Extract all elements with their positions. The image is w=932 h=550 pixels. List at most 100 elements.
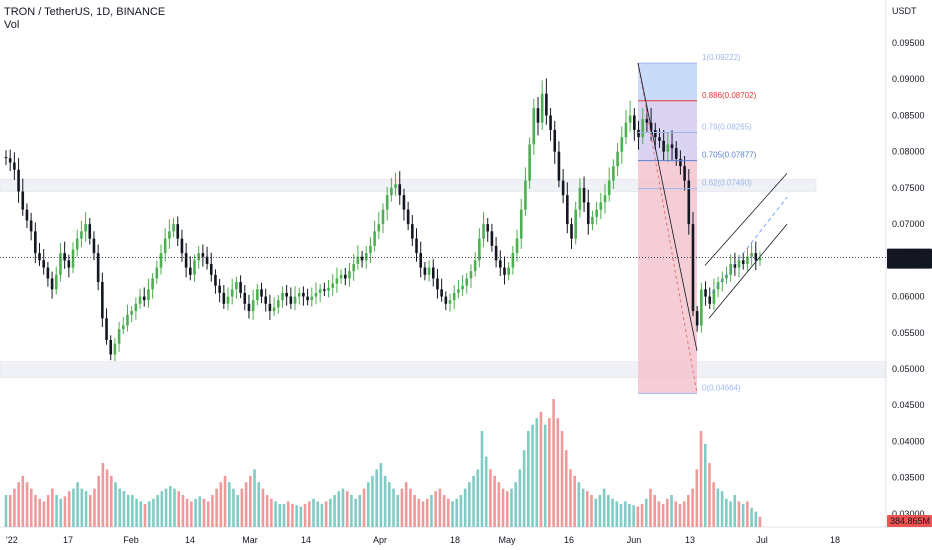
time-tick-label: Mar (242, 535, 258, 545)
volume-bar (518, 469, 522, 527)
volume-bar (46, 495, 50, 527)
volume-label[interactable]: Vol (4, 19, 20, 31)
volume-bar (76, 482, 79, 527)
candle-body (436, 278, 439, 290)
candle-body (712, 289, 716, 304)
volume-bar (733, 495, 737, 527)
candle-body (276, 300, 280, 308)
candle-body (34, 231, 37, 254)
volume-bar (682, 501, 686, 527)
candle-body (222, 292, 226, 304)
candle-body (59, 253, 62, 275)
price-tick-label: 0.09000 (892, 74, 925, 84)
volume-bar (590, 495, 593, 527)
volume-bar (236, 495, 239, 527)
volume-bar (25, 482, 29, 527)
volume-bar (409, 488, 412, 527)
drawn-trend-line (637, 63, 698, 351)
candle-body (758, 257, 762, 261)
volume-bar (383, 475, 387, 527)
volume-bar (598, 495, 602, 527)
candle-body (398, 184, 402, 196)
volume-bar (708, 463, 711, 527)
candle-body (461, 285, 464, 290)
countdown-value: 12:41:08 (891, 259, 926, 269)
candle-body (553, 129, 557, 152)
volume-bar (476, 469, 480, 527)
volume-bar (105, 469, 109, 527)
axis-currency: USDT (892, 6, 917, 16)
candle-body (545, 93, 548, 116)
volume-bar (13, 488, 16, 527)
candle-body (620, 137, 624, 152)
candle-body (637, 129, 640, 138)
volume-bar (594, 498, 598, 527)
volume-bar (350, 495, 353, 527)
time-tick-label: Jun (627, 535, 642, 545)
candle-body (444, 296, 448, 304)
volume-bar (585, 491, 589, 527)
volume-bar (122, 491, 126, 527)
volume-bar (307, 501, 311, 527)
time-tick-label: 18 (450, 535, 460, 545)
volume-bar (80, 488, 84, 527)
volume-bar (316, 501, 320, 527)
candle-body (285, 292, 288, 297)
price-tick-label: 0.07000 (892, 219, 925, 229)
candle-body (96, 253, 100, 283)
candle-body (113, 343, 117, 355)
volume-bar (253, 469, 256, 527)
volume-bar (333, 495, 336, 527)
candle-body (511, 253, 515, 268)
volume-bar (678, 503, 682, 527)
volume-bar (505, 491, 509, 527)
candle-body (708, 296, 712, 304)
volume-bar (670, 495, 673, 527)
volume-bar (691, 488, 694, 527)
volume-bar (257, 482, 261, 527)
candle-body (616, 151, 619, 167)
candle-body (281, 292, 284, 301)
candle-body (142, 296, 146, 301)
channel-upper-line (704, 173, 788, 266)
volume-bar (703, 443, 707, 527)
volume-value: 384.865M (890, 516, 930, 526)
last-price-badge (887, 248, 932, 269)
volume-bar (312, 498, 315, 527)
volume-bar (552, 399, 555, 527)
volume-bar (396, 495, 400, 527)
price-tick-label: 0.08000 (892, 147, 925, 157)
candle-body (419, 253, 422, 268)
candle-body (452, 292, 456, 301)
volume-bar (358, 495, 362, 527)
volume-bar (341, 488, 345, 527)
candle-body (373, 231, 376, 246)
volume-badge (887, 515, 932, 527)
candle-body (218, 285, 221, 293)
volume-bar (42, 501, 46, 527)
candle-body (251, 300, 255, 312)
volume-bar (615, 501, 619, 527)
candle-body (344, 274, 347, 279)
symbol-title[interactable]: TRON / TetherUS, 1D, BINANCE (4, 6, 166, 18)
candle-body (695, 311, 699, 326)
candle-body (46, 267, 50, 279)
time-tick-label: '22 (6, 535, 18, 545)
candle-body (574, 209, 577, 239)
candle-body (297, 292, 301, 297)
candle-body (385, 195, 389, 210)
volume-bar (190, 501, 193, 527)
volume-bar (404, 482, 408, 527)
price-tick-label: 0.08500 (892, 110, 925, 120)
candle-body (50, 278, 54, 290)
volume-bar (329, 498, 332, 527)
volume-bar (21, 475, 25, 527)
volume-bar (206, 501, 210, 527)
candle-body (641, 119, 645, 138)
price-tick-label: 0.04000 (892, 436, 925, 446)
time-tick-label: Feb (123, 535, 139, 545)
volume-bar (434, 491, 437, 527)
fib-level-label: 0.62(0.07490) (702, 179, 752, 188)
candle-body (117, 329, 121, 344)
